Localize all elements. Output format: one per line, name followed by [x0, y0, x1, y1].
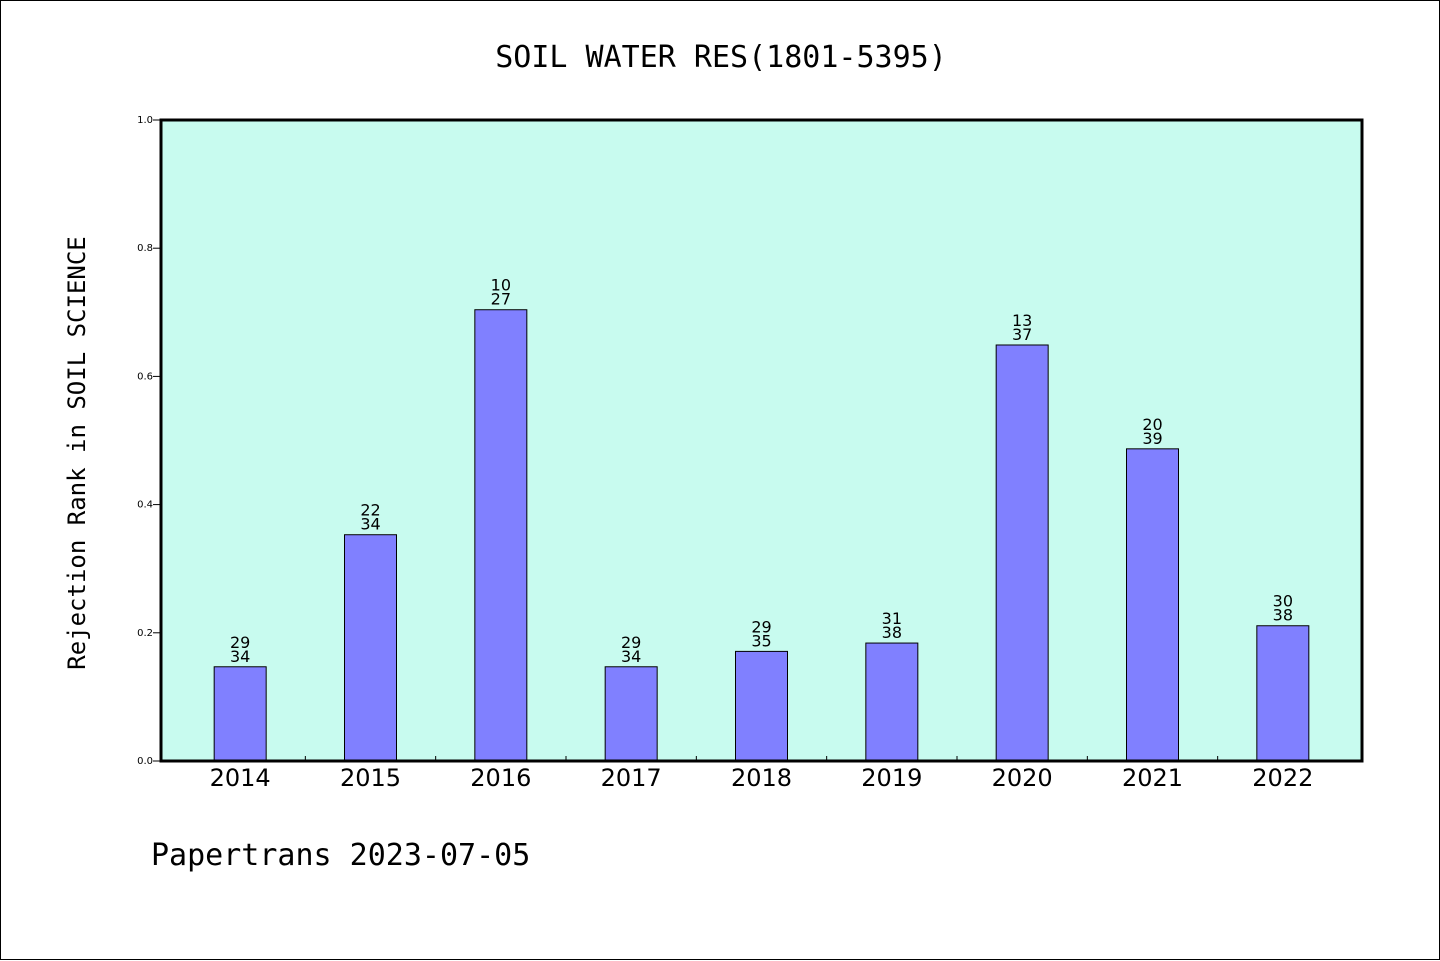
chart-title: SOIL WATER RES(1801-5395) [495, 40, 947, 75]
x-tick-label: 2018 [731, 764, 792, 792]
y-tick-label: 0.6 [137, 371, 153, 382]
bar-2015 [344, 534, 397, 762]
x-axis: 2014 2015 2016 2017 2018 2019 2020 2021 2022 [210, 756, 1313, 792]
y-tick-label: 0.8 [137, 243, 153, 254]
x-tick-label: 2017 [601, 764, 662, 792]
y-axis: 0.0 0.2 0.4 0.6 0.8 1.0 [137, 115, 161, 767]
y-axis-label: Rejection Rank in SOIL SCIENCE [63, 236, 91, 669]
bar-label-top: 10 [491, 276, 511, 295]
x-tick-label: 2019 [861, 764, 922, 792]
bar-label-bottom: 38 [882, 623, 902, 642]
bars-group [213, 309, 1310, 762]
bar-label-bottom: 34 [621, 647, 641, 666]
bar-2019 [865, 642, 919, 762]
bar-label-top: 29 [621, 633, 641, 652]
x-tick-label: 2020 [992, 764, 1053, 792]
x-tick-label: 2021 [1122, 764, 1183, 792]
bar-2020 [995, 344, 1049, 762]
bar-label-top: 30 [1273, 592, 1293, 611]
bar-label-bottom: 27 [491, 290, 511, 309]
x-tick-label: 2016 [470, 764, 531, 792]
bar-2016 [474, 309, 528, 762]
bar-label-bottom: 35 [751, 631, 771, 650]
bar-2022 [1256, 625, 1310, 762]
y-tick-label: 1.0 [137, 115, 153, 126]
bar-2021 [1126, 448, 1179, 762]
plot-border [159, 118, 1364, 763]
bar-2014 [213, 666, 267, 762]
bar-label-top: 20 [1142, 415, 1162, 434]
y-tick-label: 0.2 [137, 628, 153, 639]
bar-label-bottom: 39 [1142, 429, 1162, 448]
bar-label-top: 22 [360, 501, 380, 520]
y-tick-label: 0.0 [137, 756, 153, 767]
y-tick-label: 0.4 [137, 500, 153, 511]
bar-label-bottom: 34 [360, 515, 380, 534]
x-tick-label: 2015 [340, 764, 401, 792]
x-tick-label: 2014 [210, 764, 271, 792]
bar-label-bottom: 34 [230, 647, 250, 666]
bar-2018 [735, 650, 788, 762]
bar-label-top: 29 [751, 617, 771, 636]
bar-label-top: 29 [230, 633, 250, 652]
bar-label-bottom: 38 [1273, 606, 1293, 625]
bar-label-top: 31 [882, 609, 902, 628]
bar-2017 [604, 666, 658, 762]
bar-label-bottom: 37 [1012, 325, 1032, 344]
bar-label-top: 13 [1012, 311, 1032, 330]
footer-credit: Papertrans 2023-07-05 [151, 838, 530, 873]
x-tick-label: 2022 [1252, 764, 1313, 792]
